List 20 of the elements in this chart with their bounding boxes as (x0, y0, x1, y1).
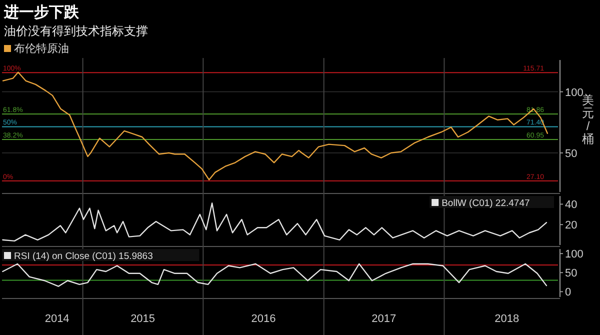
x-tick-label: 2017 (372, 313, 396, 325)
legend-label: BollW (C01) 22.4747 (442, 198, 530, 209)
line-series (2, 263, 548, 287)
legend-label: 布伦特原油 (14, 42, 69, 55)
chart-subtitle: 油价没有得到技术指标支撑 (4, 24, 148, 38)
x-tick-label: 2018 (494, 313, 520, 325)
y-tick-label: 20 (565, 220, 578, 232)
legend-label: RSI (14) on Close (C01) 15.9863 (14, 251, 153, 262)
y-axis-title: 美元/桶 (582, 93, 594, 146)
x-tick-label: 2016 (251, 313, 276, 325)
chart-title: 进一步下跌 (3, 4, 80, 21)
y-tick-label: 40 (565, 199, 578, 212)
y-tick-label: 50 (565, 148, 578, 160)
y-tick-label: 50 (565, 268, 578, 280)
x-tick-label: 2015 (130, 313, 156, 325)
y-tick-label: 0 (565, 286, 572, 299)
line-series (2, 72, 548, 180)
y-tick-label: 100 (565, 86, 584, 99)
x-tick-label: 2014 (44, 313, 70, 325)
y-tick-label: 100 (565, 248, 584, 261)
